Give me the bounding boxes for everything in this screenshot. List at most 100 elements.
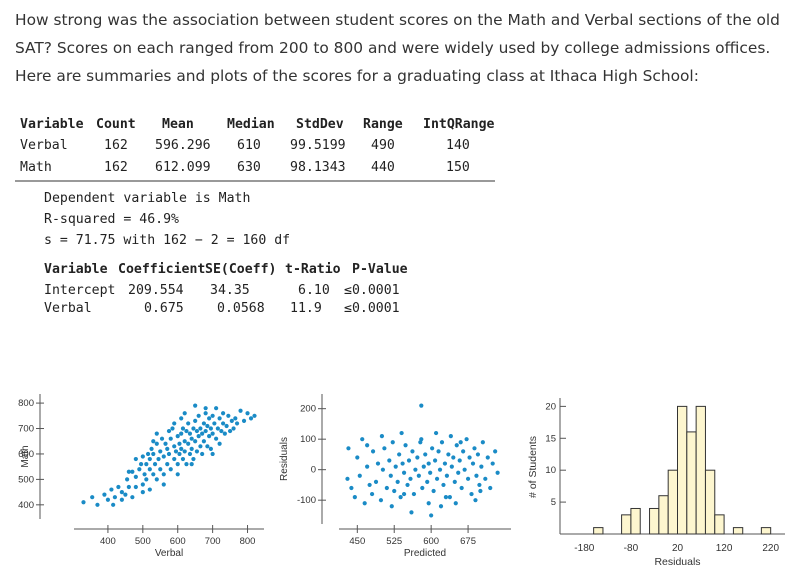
data-point	[248, 416, 254, 421]
data-point	[187, 451, 193, 457]
data-point	[168, 467, 173, 472]
data-point	[490, 461, 495, 466]
data-point	[387, 458, 392, 463]
data-point	[421, 464, 426, 469]
data-point	[180, 456, 186, 462]
data-point	[182, 449, 187, 454]
coef-header-coefficient: Coefficient	[118, 262, 206, 277]
coef-cell: 0.675	[144, 301, 184, 316]
data-point	[198, 444, 203, 449]
data-point	[425, 479, 430, 484]
data-point	[400, 461, 405, 466]
histogram-bar	[658, 495, 669, 535]
data-point	[375, 461, 381, 466]
data-point	[470, 461, 476, 466]
data-point	[384, 485, 389, 491]
summary-cell: 490	[371, 138, 395, 153]
summary-header-variable: Variable	[20, 117, 84, 132]
data-point	[119, 497, 124, 502]
data-point	[102, 492, 107, 497]
data-point	[438, 504, 444, 509]
data-point	[156, 456, 161, 462]
summary-cell: 610	[237, 138, 261, 153]
coef-cell: ≤0.0001	[344, 301, 400, 316]
data-point	[446, 452, 451, 457]
y-axis-label: Residuals	[279, 437, 290, 481]
data-point	[111, 502, 116, 507]
data-point	[138, 462, 144, 467]
x-tick-label: 800	[240, 536, 256, 547]
data-point	[355, 455, 360, 460]
x-tick-label: 220	[762, 543, 779, 554]
coef-cell: 6.10	[298, 283, 330, 298]
data-point	[186, 441, 191, 446]
data-point	[147, 467, 152, 472]
histogram-bar	[630, 507, 641, 535]
data-point	[210, 431, 215, 436]
data-point	[397, 452, 402, 457]
data-point	[493, 449, 498, 454]
histogram-bar	[714, 514, 725, 535]
data-point	[214, 436, 219, 441]
summary-cell: 630	[237, 160, 261, 175]
histogram-bar	[695, 405, 706, 535]
x-tick-label: 500	[135, 536, 151, 547]
data-point	[207, 434, 212, 439]
summary-cell: 140	[446, 138, 470, 153]
data-point	[457, 458, 462, 463]
data-point	[147, 456, 152, 462]
data-point	[367, 482, 372, 488]
data-point	[485, 455, 490, 460]
data-point	[112, 495, 118, 500]
y-tick-label: 200	[300, 404, 316, 415]
data-point	[158, 449, 163, 454]
data-point	[352, 495, 357, 500]
data-point	[413, 467, 418, 472]
data-point	[154, 477, 159, 482]
data-point	[179, 416, 184, 421]
y-tick-label: 20	[545, 401, 556, 412]
data-point	[144, 462, 149, 467]
x-tick-label: 600	[170, 536, 186, 547]
data-point	[154, 441, 159, 446]
data-point	[189, 436, 194, 441]
math-vs-verbal-scatterplot: 400 500 600 700 800 400 500 600 700 800 Verbal Math	[18, 394, 264, 559]
data-point	[447, 495, 452, 500]
data-point	[451, 455, 456, 460]
data-point	[390, 440, 395, 445]
data-point	[175, 472, 180, 477]
y-tick-label: 0	[311, 465, 316, 476]
coef-header-se: SE(Coeff)	[205, 262, 277, 277]
data-point	[432, 458, 438, 463]
data-point	[388, 473, 393, 478]
data-point	[389, 504, 394, 509]
data-point	[189, 446, 194, 451]
coef-cell: 11.9	[290, 301, 322, 316]
data-point	[166, 451, 172, 457]
data-point	[439, 440, 445, 445]
data-point	[140, 490, 145, 495]
summary-cell: 98.1343	[290, 160, 346, 175]
data-point	[349, 485, 354, 491]
data-point	[151, 439, 156, 444]
data-point	[474, 473, 479, 478]
data-point	[420, 485, 425, 491]
data-point	[90, 495, 95, 500]
summary-header-median: Median	[227, 117, 275, 132]
coef-cell: Verbal	[44, 301, 92, 316]
data-point	[429, 513, 434, 518]
data-point	[428, 470, 433, 475]
y-tick-label: 100	[300, 434, 316, 445]
dependent-variable-line: Dependent variable is Math	[44, 191, 251, 206]
coef-cell: ≤0.0001	[344, 283, 400, 298]
data-point	[193, 403, 198, 408]
y-axis-label: Math	[20, 445, 31, 467]
data-point	[198, 426, 203, 431]
data-point	[123, 492, 128, 497]
histogram-bar	[593, 527, 604, 535]
data-point	[144, 477, 149, 482]
data-point	[426, 501, 431, 506]
data-point	[184, 428, 189, 434]
data-point	[161, 472, 166, 477]
table-divider	[15, 180, 495, 182]
